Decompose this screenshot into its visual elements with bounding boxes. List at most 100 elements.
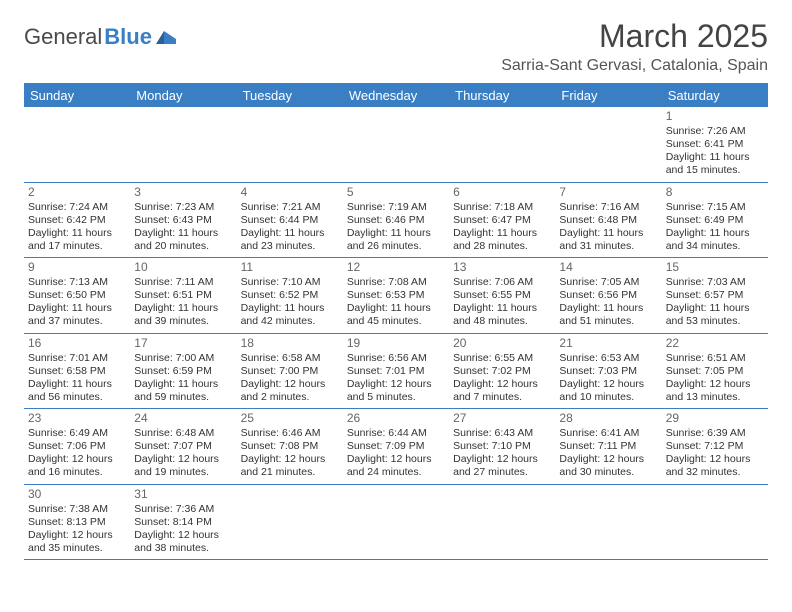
day-details: Sunrise: 6:49 AMSunset: 7:06 PMDaylight:… (28, 427, 126, 480)
col-wednesday: Wednesday (343, 84, 449, 108)
calendar-cell: 30Sunrise: 7:38 AMSunset: 8:13 PMDayligh… (24, 484, 130, 560)
calendar-cell: 28Sunrise: 6:41 AMSunset: 7:11 PMDayligh… (555, 409, 661, 485)
calendar-cell: 10Sunrise: 7:11 AMSunset: 6:51 PMDayligh… (130, 258, 236, 334)
calendar-cell: 19Sunrise: 6:56 AMSunset: 7:01 PMDayligh… (343, 333, 449, 409)
day-details: Sunrise: 7:21 AMSunset: 6:44 PMDaylight:… (241, 201, 339, 254)
col-saturday: Saturday (662, 84, 768, 108)
day-number: 30 (28, 487, 126, 502)
day-number: 23 (28, 411, 126, 426)
location: Sarria-Sant Gervasi, Catalonia, Spain (501, 57, 768, 75)
calendar-table: Sunday Monday Tuesday Wednesday Thursday… (24, 83, 768, 560)
calendar-cell (555, 484, 661, 560)
col-tuesday: Tuesday (237, 84, 343, 108)
day-details: Sunrise: 7:08 AMSunset: 6:53 PMDaylight:… (347, 276, 445, 329)
col-thursday: Thursday (449, 84, 555, 108)
day-number: 2 (28, 185, 126, 200)
calendar-body: 1Sunrise: 7:26 AMSunset: 6:41 PMDaylight… (24, 107, 768, 560)
day-number: 10 (134, 260, 232, 275)
day-number: 7 (559, 185, 657, 200)
calendar-cell: 20Sunrise: 6:55 AMSunset: 7:02 PMDayligh… (449, 333, 555, 409)
calendar-cell: 26Sunrise: 6:44 AMSunset: 7:09 PMDayligh… (343, 409, 449, 485)
day-details: Sunrise: 7:26 AMSunset: 6:41 PMDaylight:… (666, 125, 764, 178)
calendar-cell: 21Sunrise: 6:53 AMSunset: 7:03 PMDayligh… (555, 333, 661, 409)
day-details: Sunrise: 6:58 AMSunset: 7:00 PMDaylight:… (241, 352, 339, 405)
day-details: Sunrise: 7:05 AMSunset: 6:56 PMDaylight:… (559, 276, 657, 329)
calendar-cell: 17Sunrise: 7:00 AMSunset: 6:59 PMDayligh… (130, 333, 236, 409)
day-number: 15 (666, 260, 764, 275)
calendar-cell: 2Sunrise: 7:24 AMSunset: 6:42 PMDaylight… (24, 182, 130, 258)
day-number: 16 (28, 336, 126, 351)
calendar-row: 30Sunrise: 7:38 AMSunset: 8:13 PMDayligh… (24, 484, 768, 560)
calendar-cell: 29Sunrise: 6:39 AMSunset: 7:12 PMDayligh… (662, 409, 768, 485)
calendar-row: 1Sunrise: 7:26 AMSunset: 6:41 PMDaylight… (24, 107, 768, 182)
day-details: Sunrise: 7:36 AMSunset: 8:14 PMDaylight:… (134, 503, 232, 556)
calendar-cell (24, 107, 130, 182)
calendar-row: 9Sunrise: 7:13 AMSunset: 6:50 PMDaylight… (24, 258, 768, 334)
calendar-cell (343, 107, 449, 182)
day-number: 18 (241, 336, 339, 351)
logo-text-2: Blue (104, 24, 152, 50)
day-number: 14 (559, 260, 657, 275)
day-details: Sunrise: 6:55 AMSunset: 7:02 PMDaylight:… (453, 352, 551, 405)
day-number: 6 (453, 185, 551, 200)
col-monday: Monday (130, 84, 236, 108)
day-details: Sunrise: 6:56 AMSunset: 7:01 PMDaylight:… (347, 352, 445, 405)
calendar-cell: 25Sunrise: 6:46 AMSunset: 7:08 PMDayligh… (237, 409, 343, 485)
day-number: 3 (134, 185, 232, 200)
day-number: 17 (134, 336, 232, 351)
day-details: Sunrise: 7:00 AMSunset: 6:59 PMDaylight:… (134, 352, 232, 405)
day-details: Sunrise: 6:39 AMSunset: 7:12 PMDaylight:… (666, 427, 764, 480)
calendar-cell (662, 484, 768, 560)
month-title: March 2025 (501, 18, 768, 55)
header: GeneralBlue March 2025 Sarria-Sant Gerva… (24, 18, 768, 75)
calendar-row: 23Sunrise: 6:49 AMSunset: 7:06 PMDayligh… (24, 409, 768, 485)
calendar-cell (449, 484, 555, 560)
day-number: 12 (347, 260, 445, 275)
calendar-cell: 18Sunrise: 6:58 AMSunset: 7:00 PMDayligh… (237, 333, 343, 409)
title-block: March 2025 Sarria-Sant Gervasi, Cataloni… (501, 18, 768, 75)
calendar-cell: 3Sunrise: 7:23 AMSunset: 6:43 PMDaylight… (130, 182, 236, 258)
day-details: Sunrise: 7:01 AMSunset: 6:58 PMDaylight:… (28, 352, 126, 405)
day-number: 1 (666, 109, 764, 124)
day-number: 25 (241, 411, 339, 426)
day-details: Sunrise: 7:38 AMSunset: 8:13 PMDaylight:… (28, 503, 126, 556)
logo-text-1: General (24, 24, 102, 50)
day-details: Sunrise: 7:16 AMSunset: 6:48 PMDaylight:… (559, 201, 657, 254)
calendar-cell: 27Sunrise: 6:43 AMSunset: 7:10 PMDayligh… (449, 409, 555, 485)
day-details: Sunrise: 7:10 AMSunset: 6:52 PMDaylight:… (241, 276, 339, 329)
col-sunday: Sunday (24, 84, 130, 108)
day-number: 29 (666, 411, 764, 426)
calendar-row: 2Sunrise: 7:24 AMSunset: 6:42 PMDaylight… (24, 182, 768, 258)
day-details: Sunrise: 7:19 AMSunset: 6:46 PMDaylight:… (347, 201, 445, 254)
day-details: Sunrise: 7:03 AMSunset: 6:57 PMDaylight:… (666, 276, 764, 329)
day-number: 4 (241, 185, 339, 200)
day-details: Sunrise: 6:51 AMSunset: 7:05 PMDaylight:… (666, 352, 764, 405)
calendar-cell: 24Sunrise: 6:48 AMSunset: 7:07 PMDayligh… (130, 409, 236, 485)
day-details: Sunrise: 7:24 AMSunset: 6:42 PMDaylight:… (28, 201, 126, 254)
day-details: Sunrise: 6:53 AMSunset: 7:03 PMDaylight:… (559, 352, 657, 405)
calendar-cell: 7Sunrise: 7:16 AMSunset: 6:48 PMDaylight… (555, 182, 661, 258)
day-number: 22 (666, 336, 764, 351)
day-number: 19 (347, 336, 445, 351)
day-details: Sunrise: 6:46 AMSunset: 7:08 PMDaylight:… (241, 427, 339, 480)
day-number: 31 (134, 487, 232, 502)
day-number: 5 (347, 185, 445, 200)
calendar-cell: 31Sunrise: 7:36 AMSunset: 8:14 PMDayligh… (130, 484, 236, 560)
day-number: 20 (453, 336, 551, 351)
calendar-cell (343, 484, 449, 560)
calendar-cell: 11Sunrise: 7:10 AMSunset: 6:52 PMDayligh… (237, 258, 343, 334)
calendar-row: 16Sunrise: 7:01 AMSunset: 6:58 PMDayligh… (24, 333, 768, 409)
day-details: Sunrise: 6:48 AMSunset: 7:07 PMDaylight:… (134, 427, 232, 480)
calendar-cell: 23Sunrise: 6:49 AMSunset: 7:06 PMDayligh… (24, 409, 130, 485)
calendar-cell (237, 484, 343, 560)
day-number: 8 (666, 185, 764, 200)
day-details: Sunrise: 7:13 AMSunset: 6:50 PMDaylight:… (28, 276, 126, 329)
day-number: 21 (559, 336, 657, 351)
day-number: 28 (559, 411, 657, 426)
day-details: Sunrise: 7:15 AMSunset: 6:49 PMDaylight:… (666, 201, 764, 254)
col-friday: Friday (555, 84, 661, 108)
calendar-cell: 1Sunrise: 7:26 AMSunset: 6:41 PMDaylight… (662, 107, 768, 182)
calendar-cell: 6Sunrise: 7:18 AMSunset: 6:47 PMDaylight… (449, 182, 555, 258)
day-details: Sunrise: 7:06 AMSunset: 6:55 PMDaylight:… (453, 276, 551, 329)
logo-icon (156, 24, 178, 50)
